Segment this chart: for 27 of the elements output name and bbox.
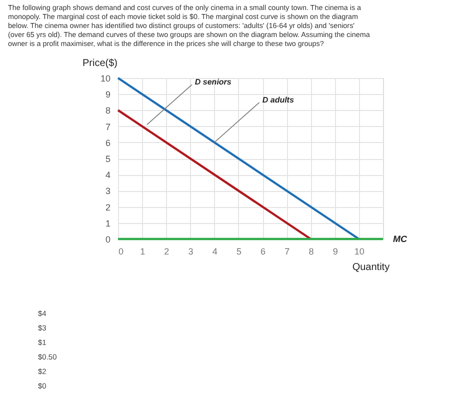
y-tick-label: 0: [105, 234, 110, 244]
y-tick-label: 6: [105, 138, 110, 148]
y-tick-label: 5: [105, 154, 110, 164]
y-tick-label: 8: [105, 106, 110, 116]
x-tick-label: 0: [118, 246, 124, 256]
y-tick-label: 7: [105, 122, 110, 132]
y-tick-label: 2: [105, 202, 110, 212]
x-tick-label: 3: [188, 246, 194, 256]
annotation: D adults: [262, 95, 294, 104]
x-tick-label: 2: [164, 246, 170, 256]
y-axis-title: Price($): [82, 58, 118, 69]
y-tick-label: 10: [100, 74, 110, 84]
x-tick-label: 7: [284, 246, 290, 256]
series-label: MC: [393, 234, 408, 244]
x-tick-label: 4: [212, 246, 218, 256]
x-tick-label: 9: [332, 246, 338, 256]
y-tick-label: 9: [105, 90, 110, 100]
y-tick-label: 4: [105, 170, 110, 180]
x-tick-label: 10: [354, 246, 364, 256]
y-tick-label: 3: [105, 186, 110, 196]
x-tick-label: 6: [260, 246, 266, 256]
y-tick-label: 1: [105, 218, 110, 228]
x-tick-label: 5: [236, 246, 242, 256]
x-axis-title: Quantity: [352, 262, 390, 273]
x-tick-label: 1: [140, 246, 146, 256]
annotation: D seniors: [194, 78, 232, 87]
x-tick-label: 8: [308, 246, 314, 256]
